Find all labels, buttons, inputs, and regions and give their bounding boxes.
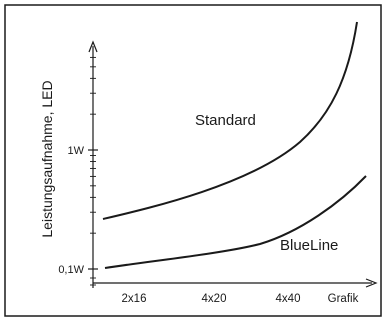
x-tick-label-2x16: 2x16 (122, 293, 147, 305)
series-label-blueline: BlueLine (280, 237, 338, 254)
y-axis-label: Leistungsaufnahme, LED (39, 80, 55, 237)
x-tick-label-grafik: Grafik (328, 293, 359, 305)
y-minor-ticks (90, 56, 96, 286)
x-tick-label-4x20: 4x20 (202, 293, 227, 305)
y-tick-label-1w: 1W (68, 145, 85, 157)
y-axis-arrow (88, 40, 98, 53)
x-tick-label-4x40: 4x40 (276, 293, 301, 305)
series-line-blueline (104, 175, 367, 269)
y-tick-label-0-1w: 0,1W (58, 264, 84, 276)
x-axis-arrow (365, 278, 378, 288)
chart-frame (4, 4, 382, 317)
series-line-standard (102, 21, 358, 220)
series-label-standard: Standard (195, 112, 256, 129)
